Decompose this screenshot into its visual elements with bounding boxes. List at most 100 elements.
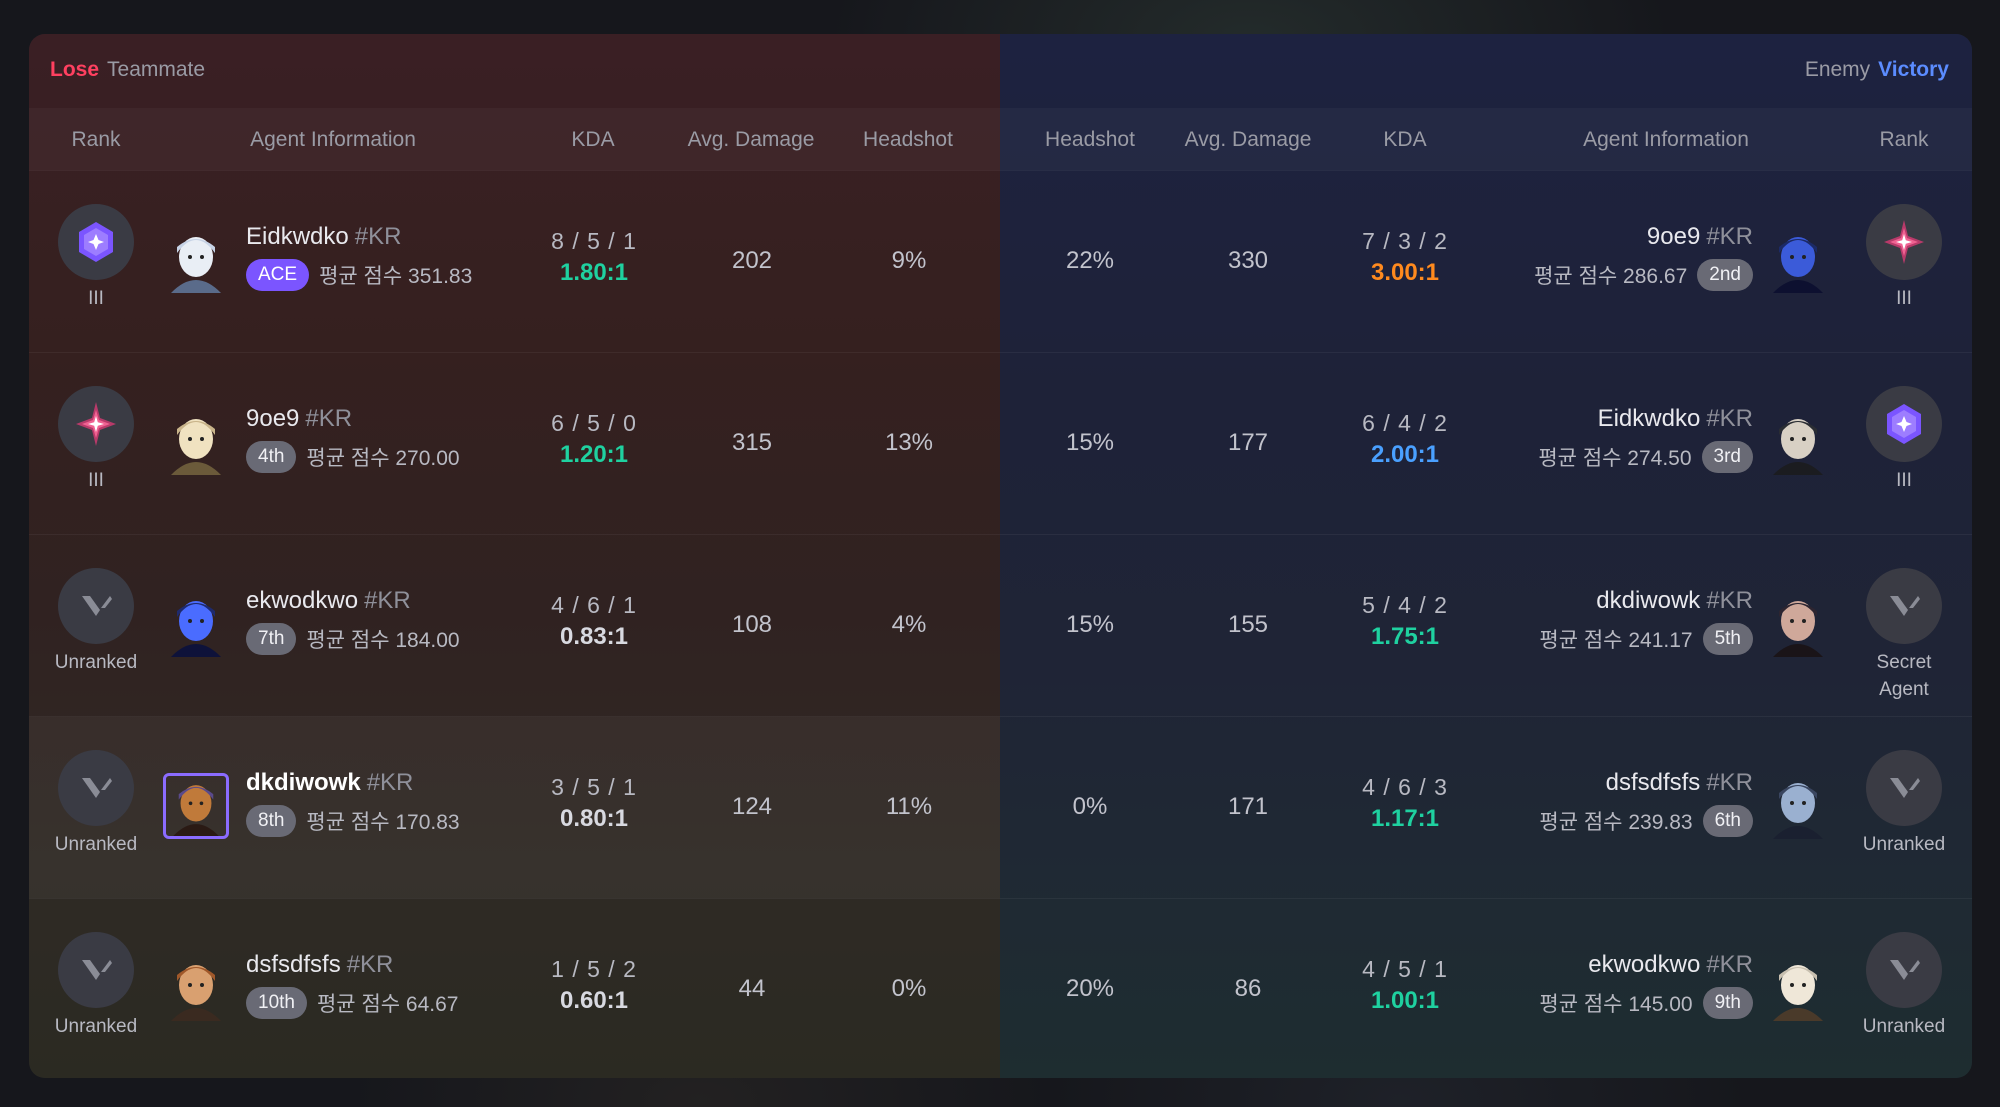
kda-ratio: 2.00:1 bbox=[1370, 441, 1440, 468]
placement-badge: ACE bbox=[246, 259, 310, 291]
header-agent-left: Agent Information bbox=[250, 128, 416, 151]
rank-label: Unranked bbox=[54, 652, 138, 673]
kda-value: 1 / 5 / 2 bbox=[551, 956, 637, 982]
header-damage-left: Avg. Damage bbox=[687, 128, 815, 151]
player-tag: #KR bbox=[1706, 223, 1753, 250]
kda-cell: 6 / 4 / 2 2.00:1 bbox=[1362, 407, 1448, 471]
player-meta: 4th 평균 점수 270.00 bbox=[246, 441, 460, 473]
average-score: 평균 점수 184.00 bbox=[306, 629, 460, 652]
header-damage-right: Avg. Damage bbox=[1184, 128, 1312, 151]
player-meta: 평균 점수 274.50 3rd bbox=[1538, 441, 1753, 473]
average-score: 평균 점수 286.67 bbox=[1534, 265, 1688, 288]
kda-cell: 4 / 5 / 1 1.00:1 bbox=[1362, 953, 1448, 1017]
player-tag: #KR bbox=[346, 951, 394, 978]
headshot-rate: 15% bbox=[1065, 429, 1115, 456]
player-name[interactable]: ekwodkwo #KR bbox=[246, 587, 411, 615]
player-tag: #KR bbox=[1706, 587, 1753, 614]
ascendant-rank-icon bbox=[1866, 386, 1942, 462]
unranked-icon bbox=[58, 568, 134, 644]
player-name-text: ekwodkwo bbox=[1588, 951, 1701, 978]
placement-badge: 6th bbox=[1702, 805, 1753, 837]
header-kda-left: KDA bbox=[571, 128, 615, 151]
player-name[interactable]: 9oe9 #KR bbox=[1647, 223, 1753, 251]
player-name[interactable]: dsfsdfsfs #KR bbox=[1606, 769, 1753, 797]
player-name[interactable]: 9oe9 #KR bbox=[246, 405, 352, 433]
player-name[interactable]: ekwodkwo #KR bbox=[1588, 951, 1753, 979]
placement-badge: 4th bbox=[246, 441, 297, 473]
avg-damage: 177 bbox=[1227, 429, 1269, 456]
avg-damage: 124 bbox=[731, 793, 773, 820]
header-headshot-right: Headshot bbox=[1045, 128, 1135, 151]
agent-avatar-icon[interactable] bbox=[163, 773, 229, 839]
average-score: 평균 점수 270.00 bbox=[306, 447, 460, 470]
agent-avatar-icon[interactable] bbox=[163, 227, 229, 293]
rank-label: Secret Agent bbox=[1876, 652, 1932, 700]
player-name[interactable]: Eidkwdko #KR bbox=[246, 223, 401, 251]
player-name-text: 9oe9 bbox=[246, 405, 300, 432]
average-score: 평균 점수 170.83 bbox=[306, 811, 460, 834]
player-meta: 평균 점수 286.67 2nd bbox=[1534, 259, 1753, 291]
placement-badge: 9th bbox=[1702, 987, 1753, 1019]
avg-damage: 44 bbox=[738, 975, 766, 1002]
header-agent-right: Agent Information bbox=[1583, 128, 1749, 151]
enemy-result: Victory bbox=[1878, 58, 1949, 81]
average-score: 평균 점수 239.83 bbox=[1539, 811, 1693, 834]
player-name[interactable]: Eidkwdko #KR bbox=[1598, 405, 1753, 433]
placement-badge: 3rd bbox=[1701, 441, 1753, 473]
player-tag: #KR bbox=[1706, 769, 1753, 796]
kda-cell: 7 / 3 / 2 3.00:1 bbox=[1362, 225, 1448, 289]
rank-label: Unranked bbox=[1862, 1016, 1946, 1037]
player-name[interactable]: dkdiwowk #KR bbox=[1596, 587, 1753, 615]
kda-value: 4 / 6 / 3 bbox=[1362, 774, 1448, 800]
headshot-rate: 4% bbox=[891, 611, 927, 638]
table-row: Unranked ekwodkwo #KR 7th 평균 점수 184.00 4 / 6 … bbox=[29, 534, 1972, 716]
player-tag: #KR bbox=[1706, 951, 1753, 978]
unranked-icon bbox=[1866, 568, 1942, 644]
rank-label: III bbox=[1896, 288, 1912, 309]
kda-value: 6 / 5 / 0 bbox=[551, 410, 637, 436]
agent-avatar-icon[interactable] bbox=[1765, 409, 1831, 475]
avg-damage: 171 bbox=[1227, 793, 1269, 820]
avg-damage: 86 bbox=[1234, 975, 1262, 1002]
player-meta: 평균 점수 145.00 9th bbox=[1539, 987, 1753, 1019]
kda-ratio: 0.60:1 bbox=[559, 987, 629, 1014]
column-headers: Rank Agent Information KDA Avg. Damage H… bbox=[29, 108, 1972, 170]
rank-label: Unranked bbox=[54, 1016, 138, 1037]
headshot-rate: 11% bbox=[885, 793, 933, 820]
player-name-text: dsfsdfsfs bbox=[246, 951, 341, 978]
agent-avatar-icon[interactable] bbox=[1765, 591, 1831, 657]
agent-avatar-icon[interactable] bbox=[1765, 227, 1831, 293]
player-name-text: dsfsdfsfs bbox=[1605, 769, 1701, 796]
unranked-icon bbox=[58, 932, 134, 1008]
header-kda-right: KDA bbox=[1383, 128, 1427, 151]
ascendant-rank-icon bbox=[58, 204, 134, 280]
player-name[interactable]: dkdiwowk #KR bbox=[246, 769, 413, 797]
kda-ratio: 0.80:1 bbox=[559, 805, 629, 832]
agent-avatar-icon[interactable] bbox=[1765, 773, 1831, 839]
player-name-text: ekwodkwo bbox=[246, 587, 359, 614]
header-rank-left: Rank bbox=[71, 128, 121, 151]
agent-avatar-icon[interactable] bbox=[163, 591, 229, 657]
headshot-rate: 0% bbox=[1072, 793, 1108, 820]
average-score: 평균 점수 145.00 bbox=[1539, 993, 1693, 1016]
kda-cell: 1 / 5 / 2 0.60:1 bbox=[551, 953, 637, 1017]
match-scoreboard: Lose Teammate Enemy Victory Rank Agent Inf… bbox=[29, 34, 1972, 1078]
agent-avatar-icon[interactable] bbox=[163, 955, 229, 1021]
teammate-side bbox=[29, 34, 1000, 1078]
agent-avatar-icon[interactable] bbox=[163, 409, 229, 475]
table-row: Unranked dkdiwowk #KR 8th 평균 점수 170.83 3 / 5 … bbox=[29, 716, 1972, 898]
player-tag: #KR bbox=[305, 405, 353, 432]
kda-value: 8 / 5 / 1 bbox=[551, 228, 637, 254]
kda-value: 7 / 3 / 2 bbox=[1362, 228, 1448, 254]
kda-cell: 4 / 6 / 3 1.17:1 bbox=[1362, 771, 1448, 835]
avg-damage: 202 bbox=[731, 247, 773, 274]
rank-label: III bbox=[88, 288, 104, 309]
kda-cell: 3 / 5 / 1 0.80:1 bbox=[551, 771, 637, 835]
enemy-title: Enemy Victory bbox=[1805, 58, 1949, 82]
rank-label: Unranked bbox=[54, 834, 138, 855]
agent-avatar-icon[interactable] bbox=[1765, 955, 1831, 1021]
table-row: III Eidkwdko #KR ACE 평균 점수 351.83 8 / 5 / 1 1.… bbox=[29, 170, 1972, 352]
player-name[interactable]: dsfsdfsfs #KR bbox=[246, 951, 393, 979]
player-meta: 10th 평균 점수 64.67 bbox=[246, 987, 458, 1019]
rank-label: Unranked bbox=[1862, 834, 1946, 855]
